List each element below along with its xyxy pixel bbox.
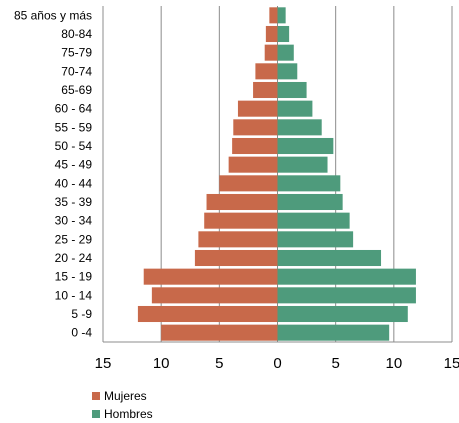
- legend: Mujeres Hombres: [92, 387, 153, 423]
- bar-hombres-15: [277, 287, 416, 304]
- bar-mujeres-4: [253, 81, 278, 99]
- category-label-5: 60 - 64: [55, 102, 93, 116]
- bar-mujeres-11: [204, 212, 278, 229]
- legend-item-hombres: Hombres: [92, 405, 153, 423]
- bar-hombres-8: [277, 156, 328, 173]
- legend-swatch-mujeres: [92, 392, 100, 400]
- bar-mujeres-16: [137, 305, 278, 323]
- bar-hombres-1: [277, 25, 290, 43]
- bar-hombres-3: [277, 63, 298, 80]
- bar-hombres-16: [277, 305, 408, 323]
- bar-mujeres-3: [255, 63, 278, 80]
- legend-label-hombres: Hombres: [104, 407, 153, 421]
- category-labels: 85 años y más 80-84 75-79 70-74 65-69 60 - 64…: [14, 8, 92, 339]
- category-label-16: 5 -9: [71, 307, 92, 321]
- category-label-6: 55 - 59: [55, 120, 93, 134]
- bar-hombres-17: [277, 324, 390, 341]
- x-tick-label-0: 15: [95, 355, 112, 372]
- category-label-8: 45 - 49: [55, 158, 93, 172]
- category-label-17: 0 -4: [71, 326, 92, 340]
- category-label-9: 40 - 44: [55, 176, 93, 190]
- bar-hombres-14: [277, 268, 416, 285]
- bar-mujeres-15: [151, 287, 278, 304]
- x-tick-label-1: 10: [153, 355, 170, 372]
- category-label-13: 20 - 24: [55, 251, 93, 265]
- bar-mujeres-0: [269, 7, 278, 24]
- bar-mujeres-10: [206, 193, 278, 211]
- bar-hombres-9: [277, 175, 341, 192]
- legend-label-mujeres: Mujeres: [104, 389, 147, 403]
- bar-mujeres-6: [233, 119, 278, 136]
- bar-hombres-6: [277, 119, 322, 136]
- category-label-3: 70-74: [61, 64, 92, 78]
- bar-mujeres-17: [161, 324, 278, 341]
- grid-lines: [102, 6, 453, 343]
- x-tick-label-6: 15: [444, 355, 459, 372]
- bar-mujeres-9: [219, 175, 278, 192]
- bar-hombres-0: [277, 7, 286, 24]
- category-label-0: 85 años y más: [14, 8, 92, 22]
- category-label-11: 30 - 34: [55, 214, 93, 228]
- category-label-12: 25 - 29: [55, 232, 93, 246]
- bar-mujeres-8: [228, 156, 278, 173]
- x-tick-label-2: 5: [215, 355, 223, 372]
- bar-hombres-13: [277, 249, 382, 267]
- bar-mujeres-1: [265, 25, 278, 43]
- category-label-2: 75-79: [61, 46, 92, 60]
- bar-mujeres-2: [264, 44, 278, 61]
- bar-hombres-12: [277, 231, 354, 248]
- bar-mujeres-5: [237, 100, 278, 117]
- bar-hombres-10: [277, 193, 343, 211]
- category-label-4: 65-69: [61, 83, 92, 97]
- bar-hombres-4: [277, 81, 307, 99]
- category-label-7: 50 - 54: [55, 139, 93, 153]
- bar-mujeres-13: [194, 249, 278, 267]
- bar-hombres-11: [277, 212, 350, 229]
- category-label-10: 35 - 39: [55, 195, 93, 209]
- x-tick-labels: 15 10 5 0 5 10 15: [95, 355, 459, 372]
- bar-mujeres-7: [232, 137, 278, 155]
- bar-hombres-7: [277, 137, 334, 155]
- bar-mujeres-12: [198, 231, 278, 248]
- legend-item-mujeres: Mujeres: [92, 387, 153, 405]
- x-tick-label-4: 5: [331, 355, 339, 372]
- category-label-14: 15 - 19: [55, 270, 93, 284]
- bar-mujeres-14: [143, 268, 278, 285]
- x-tick-label-3: 0: [273, 355, 281, 372]
- x-tick-label-5: 10: [385, 355, 402, 372]
- category-label-1: 80-84: [61, 27, 92, 41]
- category-label-15: 10 - 14: [55, 288, 93, 302]
- legend-swatch-hombres: [92, 410, 100, 418]
- bar-hombres-2: [277, 44, 294, 61]
- bars: [137, 7, 416, 341]
- bar-hombres-5: [277, 100, 313, 117]
